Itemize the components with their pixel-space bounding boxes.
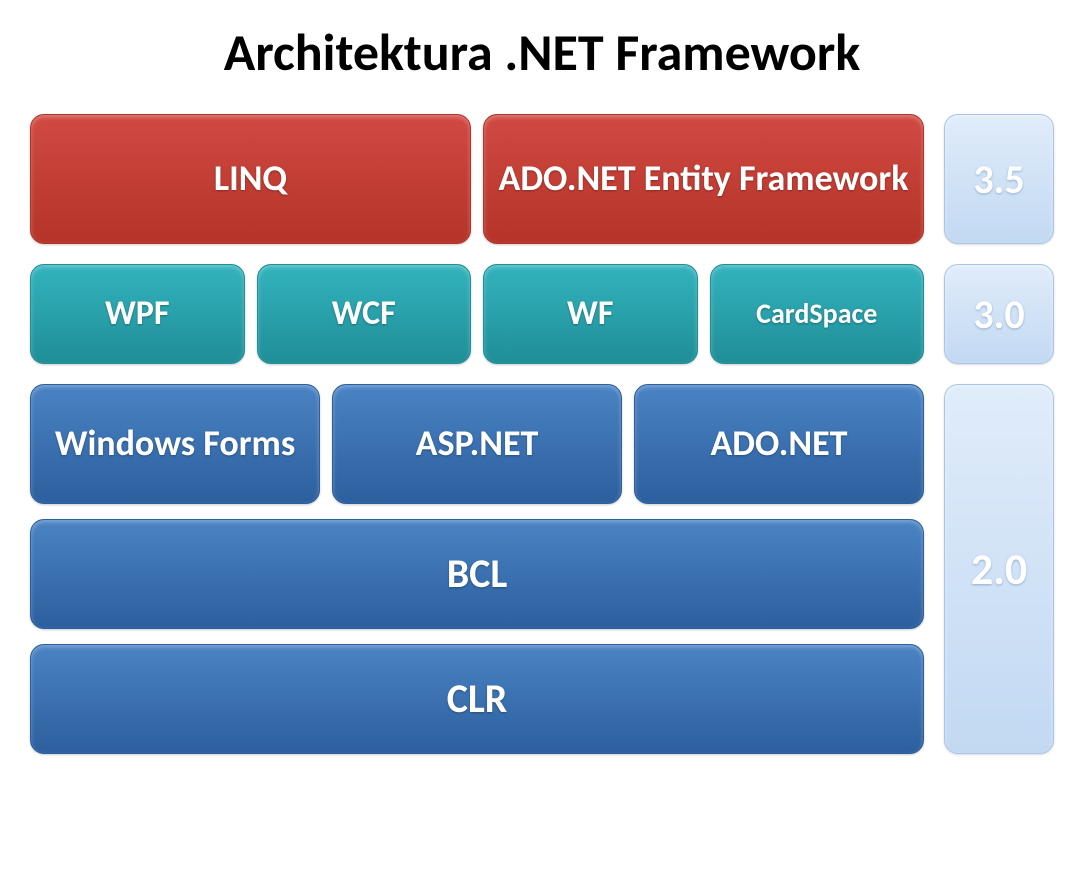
diagram-title: Architektura .NET Framework [30,20,1054,84]
layer-20-top-blocks: Windows FormsASP.NETADO.NET [30,384,924,504]
block-clr: CLR [30,644,924,754]
block-windows-forms: Windows Forms [30,384,320,504]
version-badge-35: 3.5 [944,114,1054,244]
block-wf: WF [483,264,698,364]
block-bcl: BCL [30,519,924,629]
block-ado-net: ADO.NET [634,384,924,504]
layer-row-20: Windows FormsASP.NETADO.NET BCL CLR 2.0 [30,384,1054,754]
layer-row-30: WPFWCFWFCardSpace 3.0 [30,264,1054,364]
block-linq: LINQ [30,114,471,244]
layer-20-bcl-row: BCL [30,519,924,629]
architecture-diagram: LINQADO.NET Entity Framework 3.5 WPFWCFW… [30,114,1054,754]
version-badge-30: 3.0 [944,264,1054,364]
block-wcf: WCF [257,264,472,364]
block-ado-net-entity-framework: ADO.NET Entity Framework [483,114,924,244]
block-asp-net: ASP.NET [332,384,622,504]
version-badge-20: 2.0 [944,384,1054,754]
layer-35-blocks: LINQADO.NET Entity Framework [30,114,924,244]
layer-row-35: LINQADO.NET Entity Framework 3.5 [30,114,1054,244]
block-wpf: WPF [30,264,245,364]
layer-20-clr-row: CLR [30,644,924,754]
layer-30-blocks: WPFWCFWFCardSpace [30,264,924,364]
block-cardspace: CardSpace [710,264,925,364]
